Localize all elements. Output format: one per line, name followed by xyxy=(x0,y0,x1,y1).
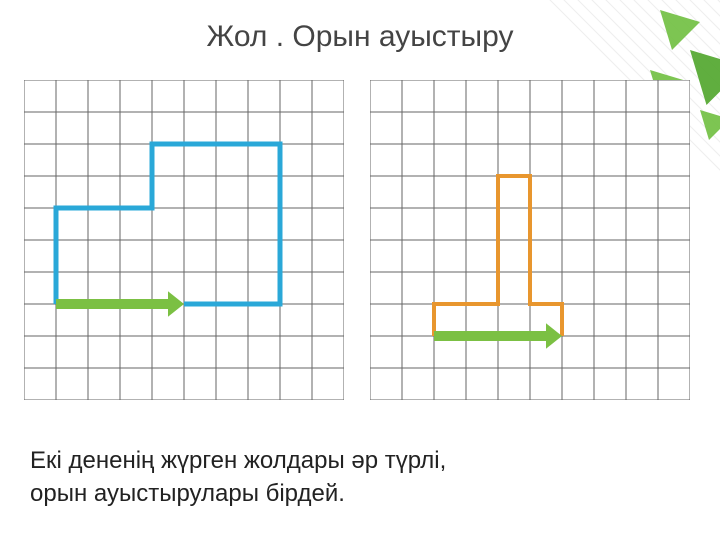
caption-line-1: Екі дененің жүрген жолдары әр түрлі, xyxy=(30,445,446,477)
right-grid-panel xyxy=(370,80,690,400)
caption: Екі дененің жүрген жолдары әр түрлі, оры… xyxy=(30,445,446,510)
page-title: Жол . Орын ауыстыру xyxy=(0,20,720,54)
left-grid-panel xyxy=(24,80,344,400)
caption-line-2: орын ауыстырулары бірдей. xyxy=(30,478,446,510)
left-grid-svg xyxy=(24,80,344,400)
right-grid-svg xyxy=(370,80,690,400)
